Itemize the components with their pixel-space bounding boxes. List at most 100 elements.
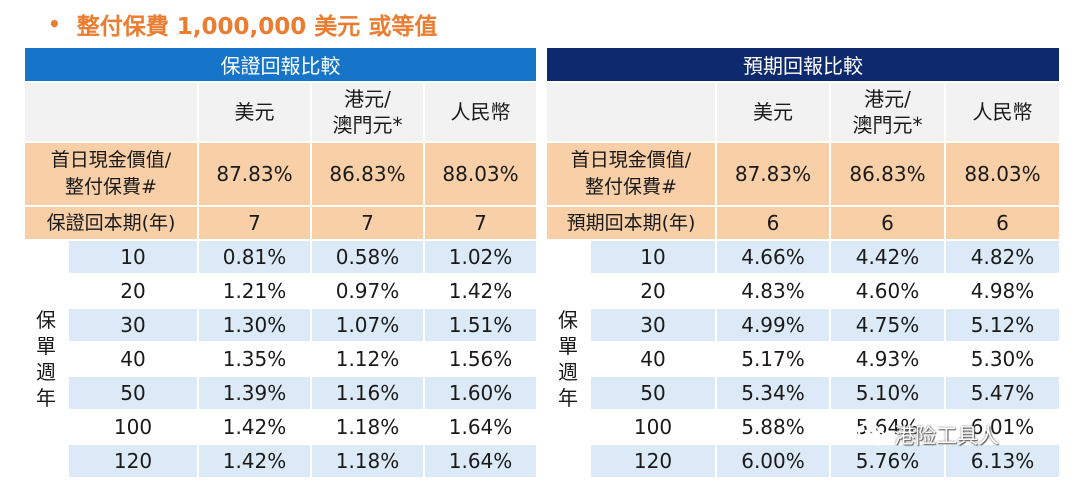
return-value: 1.42% [197, 443, 312, 479]
policy-year: 100 [67, 409, 199, 445]
return-value: 4.99% [715, 307, 831, 343]
return-value: 1.64% [422, 443, 539, 479]
return-value: 1.12% [310, 341, 425, 377]
return-value: 5.17% [715, 341, 831, 377]
table-row: 20 1.21% 0.97% 1.42% [24, 273, 539, 309]
table-row: 40 1.35% 1.12% 1.56% [24, 341, 539, 377]
return-value: 6.13% [943, 443, 1062, 479]
policy-year: 50 [589, 375, 717, 411]
table-title: 預期回報比較 [544, 46, 1062, 83]
payback-value: 7 [422, 205, 539, 241]
col-header-usd: 美元 [715, 81, 831, 143]
table-row: 40 5.17% 4.93% 5.30% [546, 341, 1062, 377]
table-row: 保單週年 10 4.66% 4.42% 4.82% [545, 239, 1062, 479]
return-value: 1.42% [197, 409, 312, 445]
policy-year-label: 保單週年 [23, 239, 69, 479]
wechat-icon [858, 423, 887, 446]
return-value: 1.07% [310, 307, 425, 343]
policy-year: 30 [589, 307, 717, 343]
payback-value: 7 [310, 205, 425, 241]
return-value: 1.30% [197, 307, 312, 343]
expected-return-table: 預期回報比較 美元 港元/澳門元* 人民幣 首日現金價值/整付保費# 87.83… [544, 46, 1062, 479]
policy-year: 50 [67, 375, 199, 411]
payback-label: 預期回本期(年) [545, 205, 717, 241]
table-row: 30 4.99% 4.75% 5.12% [546, 307, 1062, 343]
return-value: 5.88% [715, 409, 831, 445]
return-value: 1.18% [310, 443, 425, 479]
payback-value: 6 [715, 205, 831, 241]
table-row: 50 5.34% 5.10% 5.47% [546, 375, 1062, 411]
first-day-value: 86.83% [829, 141, 946, 207]
policy-year: 120 [589, 443, 717, 479]
return-value: 5.30% [943, 341, 1062, 377]
policy-year: 10 [589, 239, 717, 275]
table-row: 50 1.39% 1.16% 1.60% [24, 375, 539, 411]
return-value: 6.01% [943, 409, 1062, 445]
first-day-label: 首日現金價值/整付保費# [545, 141, 717, 207]
table-title: 保證回報比較 [22, 46, 539, 83]
col-header-hkd-mop: 港元/澳門元* [829, 81, 946, 143]
header-blank [23, 81, 199, 143]
return-value: 1.60% [422, 375, 539, 411]
return-value: 1.51% [422, 307, 539, 343]
table-row: 100 1.42% 1.18% 1.64% [24, 409, 539, 445]
return-value: 5.34% [715, 375, 831, 411]
table-row: 20 4.83% 4.60% 4.98% [546, 273, 1062, 309]
policy-year: 10 [67, 239, 199, 275]
return-value: 4.75% [829, 307, 946, 343]
return-value: 5.47% [943, 375, 1062, 411]
col-header-rmb: 人民幣 [422, 81, 539, 143]
policy-year: 20 [67, 273, 199, 309]
return-value: 4.93% [829, 341, 946, 377]
return-value: 1.64% [422, 409, 539, 445]
return-value: 0.58% [310, 239, 425, 275]
return-value: 1.42% [422, 273, 539, 309]
col-header-rmb: 人民幣 [943, 81, 1062, 143]
payback-value: 6 [943, 205, 1062, 241]
first-day-value: 86.83% [310, 141, 425, 207]
payback-value: 7 [197, 205, 312, 241]
return-value: 1.35% [197, 341, 312, 377]
table-row: 100 5.88% 5.64% 6.01% [546, 409, 1062, 445]
first-day-value: 87.83% [197, 141, 312, 207]
return-value: 5.10% [829, 375, 946, 411]
return-value: 5.76% [829, 443, 946, 479]
return-value: 4.82% [943, 239, 1062, 275]
policy-year-label: 保單週年 [545, 239, 591, 479]
heading-bullet: • [48, 12, 61, 36]
table-row: 30 1.30% 1.07% 1.51% [24, 307, 539, 343]
first-day-value: 88.03% [422, 141, 539, 207]
policy-year: 30 [67, 307, 199, 343]
return-value: 6.00% [715, 443, 831, 479]
return-value: 1.21% [197, 273, 312, 309]
first-day-value: 87.83% [715, 141, 831, 207]
first-day-label: 首日現金價值/整付保費# [23, 141, 199, 207]
watermark-text: 港险工具人 [894, 424, 999, 448]
first-day-value: 88.03% [943, 141, 1062, 207]
return-value: 1.02% [422, 239, 539, 275]
payback-value: 6 [829, 205, 946, 241]
return-value: 4.66% [715, 239, 831, 275]
policy-year: 20 [589, 273, 717, 309]
col-header-hkd-mop: 港元/澳門元* [310, 81, 425, 143]
return-value: 1.18% [310, 409, 425, 445]
col-header-usd: 美元 [197, 81, 312, 143]
return-value: 4.42% [829, 239, 946, 275]
return-value: 0.81% [197, 239, 312, 275]
policy-year: 100 [589, 409, 717, 445]
return-value: 5.12% [943, 307, 1062, 343]
return-value: 0.97% [310, 273, 425, 309]
policy-year: 40 [589, 341, 717, 377]
return-value: 4.60% [829, 273, 946, 309]
return-value: 1.56% [422, 341, 539, 377]
table-row: 保單週年 10 0.81% 0.58% 1.02% [23, 239, 539, 479]
return-value: 4.83% [715, 273, 831, 309]
return-value: 1.39% [197, 375, 312, 411]
page-heading: • 整付保費 1,000,000 美元 或等值 [48, 6, 437, 42]
heading-text: 整付保費 1,000,000 美元 或等值 [76, 14, 438, 40]
table-row: 120 6.00% 5.76% 6.13% [546, 443, 1062, 479]
return-value: 1.16% [310, 375, 425, 411]
return-value: 5.64% [829, 409, 946, 445]
payback-label: 保證回本期(年) [23, 205, 199, 241]
return-value: 4.98% [943, 273, 1062, 309]
